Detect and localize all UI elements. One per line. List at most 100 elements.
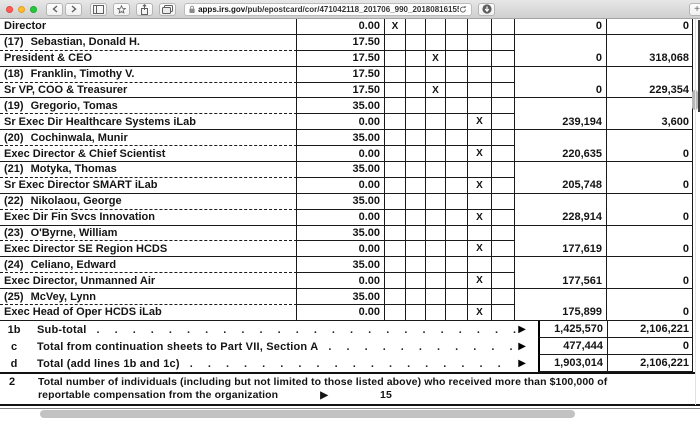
position-checkbox-cell bbox=[426, 19, 446, 35]
leader-dots: . . . . . . . . . . . . bbox=[328, 340, 517, 353]
person-title: President & CEO bbox=[4, 52, 93, 65]
hours-cell: 0.00 bbox=[297, 209, 385, 226]
star-icon bbox=[117, 4, 126, 14]
subtotal-label: Sub-total bbox=[37, 323, 87, 336]
section-divider-thin bbox=[0, 408, 700, 409]
person-name: Cochinwala, Munir bbox=[30, 131, 128, 144]
arrow-icon: ▶ bbox=[320, 389, 328, 401]
grand-total-comp-related: 2,106,221 bbox=[607, 355, 693, 372]
hours-cell: 35.00 bbox=[297, 193, 385, 210]
comp-related-cell bbox=[607, 130, 693, 147]
position-checkbox-cell bbox=[492, 305, 515, 321]
hours-cell: 35.00 bbox=[297, 225, 385, 242]
position-checkbox-cell bbox=[406, 257, 426, 274]
table-row: Exec Director, Unmanned Air 0.00 X 177,561 0 bbox=[0, 273, 693, 290]
position-checkbox-cell bbox=[446, 82, 468, 99]
position-checkbox-cell bbox=[492, 177, 515, 194]
position-checkbox-cell bbox=[385, 146, 406, 163]
position-checkbox-cell: X bbox=[468, 305, 492, 321]
position-checkbox-cell bbox=[406, 98, 426, 115]
position-checkbox-cell bbox=[385, 98, 406, 115]
position-checkbox-cell bbox=[468, 82, 492, 99]
sidebar-button[interactable] bbox=[90, 2, 107, 16]
position-checkbox-cell bbox=[385, 130, 406, 147]
window-controls bbox=[6, 5, 37, 13]
position-checkbox-cell bbox=[426, 162, 446, 178]
person-number: (24) bbox=[4, 258, 24, 271]
position-checkbox-cell bbox=[492, 130, 515, 147]
continuation-label: Total from continuation sheets to Part V… bbox=[37, 340, 319, 353]
name-cell: Director bbox=[0, 19, 297, 35]
position-checkbox-cell bbox=[406, 193, 426, 210]
position-checkbox-cell bbox=[426, 273, 446, 290]
comp-org-cell bbox=[515, 130, 607, 147]
line2-number: 2 bbox=[9, 376, 16, 388]
tabs-button[interactable] bbox=[159, 2, 176, 16]
position-checkbox-cell bbox=[468, 19, 492, 35]
close-window-button[interactable] bbox=[6, 5, 13, 13]
reload-icon[interactable] bbox=[459, 5, 467, 14]
name-cell: Exec Director SE Region HCDS bbox=[0, 241, 297, 258]
comp-org-cell: 228,914 bbox=[515, 209, 607, 226]
table-row: Sr Exec Director SMART iLab 0.00 X 205,748 0 bbox=[0, 177, 693, 194]
position-checkbox-cell bbox=[446, 19, 468, 35]
table-row: Exec Director SE Region HCDS 0.00 X 177,619… bbox=[0, 241, 693, 258]
position-checkbox-cell bbox=[385, 257, 406, 274]
position-checkbox-cell bbox=[426, 177, 446, 194]
hours-cell: 17.50 bbox=[297, 66, 385, 83]
name-cell: Sr Exec Director SMART iLab bbox=[0, 177, 297, 194]
position-checkbox-cell bbox=[468, 257, 492, 274]
forward-button[interactable] bbox=[65, 2, 82, 16]
position-checkbox-cell bbox=[406, 289, 426, 306]
position-checkbox-cell bbox=[492, 114, 515, 131]
comp-related-cell: 0 bbox=[607, 209, 693, 226]
table-row: (20) Cochinwala, Munir 35.00 bbox=[0, 130, 693, 147]
name-cell: (23) O'Byrne, William bbox=[0, 225, 297, 242]
position-checkbox-cell: X bbox=[468, 241, 492, 258]
position-checkbox-cell bbox=[468, 162, 492, 178]
new-tab-button[interactable]: + bbox=[689, 3, 700, 16]
person-title: Exec Director, Unmanned Air bbox=[4, 274, 156, 287]
position-checkbox-cell bbox=[468, 98, 492, 115]
comp-related-cell: 0 bbox=[607, 241, 693, 258]
horizontal-scrollbar-thumb[interactable] bbox=[40, 410, 575, 418]
continuation-total-row: c Total from continuation sheets to Part… bbox=[0, 338, 695, 355]
position-checkbox-cell bbox=[446, 177, 468, 194]
hours-cell: 35.00 bbox=[297, 162, 385, 178]
download-circle-icon bbox=[481, 4, 492, 14]
position-checkbox-cell bbox=[492, 225, 515, 242]
comp-related-cell bbox=[607, 225, 693, 242]
nav-buttons bbox=[46, 2, 82, 16]
zoom-window-button[interactable] bbox=[30, 5, 37, 13]
position-checkbox-cell bbox=[385, 162, 406, 178]
person-number: (18) bbox=[4, 68, 24, 81]
favorites-button[interactable] bbox=[113, 2, 130, 16]
person-name: O'Byrne, William bbox=[30, 227, 118, 240]
table-row: (17) Sebastian, Donald H. 17.50 bbox=[0, 34, 693, 51]
arrow-icon: ▶ bbox=[518, 324, 526, 335]
position-checkbox-cell bbox=[492, 34, 515, 51]
subtotal-label-area: 1b Sub-total . . . . . . . . . . . . . .… bbox=[0, 321, 538, 338]
person-name: Nikolaou, George bbox=[30, 195, 122, 208]
browser-toolbar: apps.irs.gov/pub/epostcard/cor/471042118… bbox=[0, 0, 700, 19]
position-checkbox-cell bbox=[468, 50, 492, 67]
position-checkbox-cell: X bbox=[468, 146, 492, 163]
share-button[interactable] bbox=[136, 2, 153, 16]
position-checkbox-cell bbox=[426, 146, 446, 163]
minimize-window-button[interactable] bbox=[18, 5, 25, 13]
position-checkbox-cell bbox=[385, 305, 406, 321]
comp-related-cell bbox=[607, 289, 693, 306]
line2-text-1: Total number of individuals (including b… bbox=[38, 376, 608, 388]
sidebar-icon bbox=[93, 4, 104, 14]
position-checkbox-cell bbox=[492, 257, 515, 274]
back-button[interactable] bbox=[46, 2, 63, 16]
address-bar[interactable]: apps.irs.gov/pub/epostcard/cor/471042118… bbox=[184, 2, 472, 16]
comp-related-cell: 0 bbox=[607, 273, 693, 290]
downloads-button[interactable] bbox=[478, 2, 495, 16]
person-title: Sr VP, COO & Treasurer bbox=[4, 84, 128, 96]
name-cell: Exec Head of Oper HCDS iLab bbox=[0, 305, 297, 321]
comp-related-cell bbox=[607, 162, 693, 178]
name-cell: (18) Franklin, Timothy V. bbox=[0, 66, 297, 83]
comp-org-cell bbox=[515, 289, 607, 306]
person-name: Motyka, Thomas bbox=[30, 163, 117, 176]
